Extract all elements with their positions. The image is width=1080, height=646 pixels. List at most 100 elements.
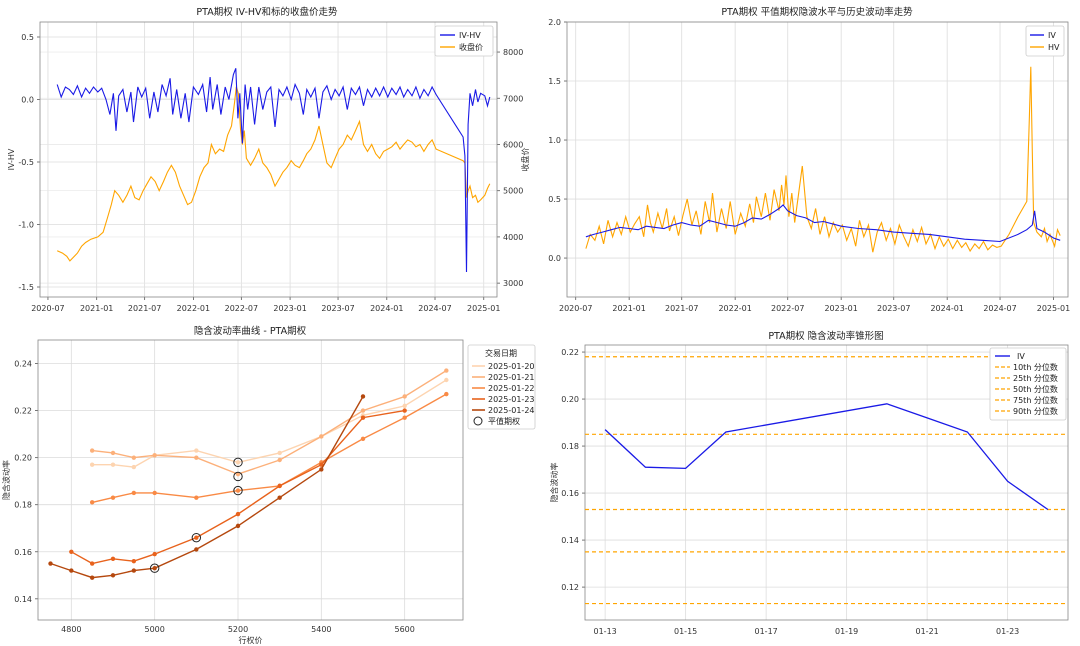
p2-xtick-label: 2021-07 — [665, 304, 698, 313]
p2-legend-box — [1025, 25, 1065, 57]
p2-ytick-label: 0.0 — [548, 254, 561, 263]
p3-atm-marker-2025-01-23 — [191, 532, 202, 543]
chart-iv-smile: 4800 5000 5200 5400 5600 0.14 0.16 0.18 0.20 0.22… — [1, 325, 536, 645]
p3-series-line-2025-01-24 — [50, 396, 364, 579]
p3-legend-swatch-atm — [473, 416, 483, 426]
p3-point-2025-01-22 — [131, 490, 137, 496]
p2-xtick-label: 2022-01 — [718, 304, 751, 313]
p3-atm-marker-2025-01-22 — [233, 485, 243, 496]
p2-legend-label-iv: IV — [1048, 31, 1056, 40]
p3-point-2025-01-23 — [110, 556, 116, 562]
p3-point-2025-01-24 — [235, 523, 241, 529]
p3-point-2025-01-23 — [131, 558, 137, 564]
p4-legend-label-percentile: 50th 分位数 — [1013, 384, 1058, 394]
p3-point-2025-01-22 — [360, 436, 366, 442]
p1-xtick-label: 2024-07 — [418, 304, 451, 313]
p4-ytick-label: 0.18 — [561, 442, 579, 451]
p3-point-2025-01-21 — [277, 457, 282, 463]
p3-legend-label-2025-01-20: 2025-01-20 — [488, 362, 535, 371]
p2-series-hv-line — [585, 66, 1061, 253]
p3-legend-label-atm: 平值期权 — [488, 416, 520, 426]
p2-xtick-label: 2023-01 — [824, 304, 857, 313]
p3-point-2025-01-20 — [277, 450, 282, 456]
p4-legend-box — [989, 347, 1067, 421]
p3-point-2025-01-22 — [402, 415, 407, 420]
p2-xtick-label: 2020-07 — [559, 304, 592, 313]
p3-series-line-2025-01-21 — [92, 370, 447, 475]
chart-iv-cone: 01-13 01-15 01-17 01-19 01-21 01-23 0.12 0.14 0.… — [549, 330, 1069, 636]
p1-y2tick-label: 7000 — [503, 94, 523, 103]
p2-legend-label-hv: HV — [1048, 43, 1060, 52]
p3-legend-label-2025-01-23: 2025-01-23 — [488, 395, 535, 404]
p1-y2label: 收盘价 — [520, 148, 530, 172]
p4-ytick-label: 0.12 — [561, 583, 579, 592]
p3-point-2025-01-21 — [235, 471, 241, 477]
p3-point-2025-01-24 — [131, 568, 137, 573]
p1-xtick-label: 2025-01 — [467, 304, 500, 313]
p2-title: PTA期权 平值期权隐波水平与历史波动率走势 — [721, 6, 913, 18]
p1-y2tick-label: 5000 — [503, 187, 523, 196]
p2-series-iv-line — [585, 204, 1061, 243]
p3-point-2025-01-22 — [152, 490, 157, 496]
p3-point-2025-01-20 — [110, 462, 116, 467]
chart-atm-iv-hv: 2020-07 2021-01 2021-07 2022-01 2022-07 2023-… — [548, 6, 1070, 313]
p3-point-2025-01-21 — [89, 448, 95, 453]
p1-ytick-label: 0.0 — [21, 96, 34, 105]
p3-atm-marker-2025-01-21 — [233, 471, 243, 482]
p1-legend-label-close: 收盘价 — [459, 42, 483, 52]
p3-point-2025-01-24 — [89, 575, 95, 580]
p4-title: PTA期权 隐含波动率锥形图 — [768, 330, 883, 342]
p4-ytick-label: 0.22 — [561, 348, 579, 357]
p4-xtick-label: 01-23 — [996, 627, 1019, 636]
p3-ytick-label: 0.22 — [14, 407, 32, 416]
p4-ytick-label: 0.20 — [561, 395, 579, 404]
p1-xtick-label: 2023-07 — [321, 304, 354, 313]
p3-point-2025-01-21 — [319, 434, 324, 439]
p3-point-2025-01-20 — [235, 460, 241, 465]
p3-point-2025-01-22 — [194, 495, 199, 500]
p1-xtick-label: 2023-01 — [273, 304, 306, 313]
p2-ytick-label: 1.0 — [548, 136, 561, 145]
p4-legend-label-percentile: 90th 分位数 — [1013, 406, 1058, 416]
p3-point-2025-01-22 — [235, 488, 241, 493]
p1-y2tick-label: 6000 — [503, 140, 523, 149]
p3-legend-label-2025-01-24: 2025-01-24 — [488, 406, 535, 415]
p3-point-2025-01-20 — [89, 462, 95, 467]
p3-point-2025-01-23 — [235, 511, 241, 517]
p3-point-2025-01-24 — [69, 568, 74, 573]
p3-point-2025-01-24 — [48, 561, 53, 566]
p2-xtick-label: 2023-07 — [877, 304, 910, 313]
p1-title: PTA期权 IV-HV和标的收盘价走势 — [196, 6, 338, 18]
p3-xtick-label: 5200 — [228, 625, 248, 634]
p3-point-2025-01-20 — [194, 448, 199, 453]
p1-xtick-label: 2022-07 — [225, 304, 258, 313]
p2-ytick-label: 1.5 — [548, 77, 561, 86]
p3-point-2025-01-21 — [131, 455, 137, 460]
p3-xtick-label: 5600 — [394, 625, 414, 634]
p2-xtick-label: 2024-01 — [930, 304, 963, 313]
p1-legend-label-iv-hv: IV-HV — [459, 31, 481, 40]
p4-legend-label-percentile: 75th 分位数 — [1013, 395, 1058, 405]
p1-legend-box — [434, 25, 494, 57]
p4-xtick-label: 01-17 — [755, 627, 778, 636]
p4-xtick-label: 01-19 — [835, 627, 858, 636]
p4-legend-label-iv: IV — [1017, 352, 1025, 361]
p1-ytick-label: -0.5 — [18, 158, 34, 167]
p1-series-iv-hv-line — [56, 68, 491, 273]
p1-y2tick-label: 4000 — [503, 233, 523, 242]
p1-xtick-label: 2021-07 — [128, 304, 161, 313]
p3-ytick-label: 0.24 — [14, 360, 32, 369]
p1-series-close-line — [56, 86, 491, 262]
p3-point-2025-01-24 — [110, 573, 116, 578]
p2-xtick-label: 2024-07 — [983, 304, 1016, 313]
p3-ytick-label: 0.18 — [14, 501, 32, 510]
p4-xtick-label: 01-21 — [916, 627, 939, 636]
p3-point-2025-01-23 — [89, 561, 95, 566]
p3-point-2025-01-21 — [444, 368, 449, 373]
p4-ylabel: 隐含波动率 — [549, 463, 559, 503]
p3-point-2025-01-22 — [89, 500, 95, 505]
p3-point-2025-01-22 — [110, 495, 116, 500]
p3-point-2025-01-24 — [194, 547, 199, 552]
p3-atm-marker-2025-01-20 — [233, 457, 243, 468]
p3-point-2025-01-21 — [360, 408, 366, 413]
